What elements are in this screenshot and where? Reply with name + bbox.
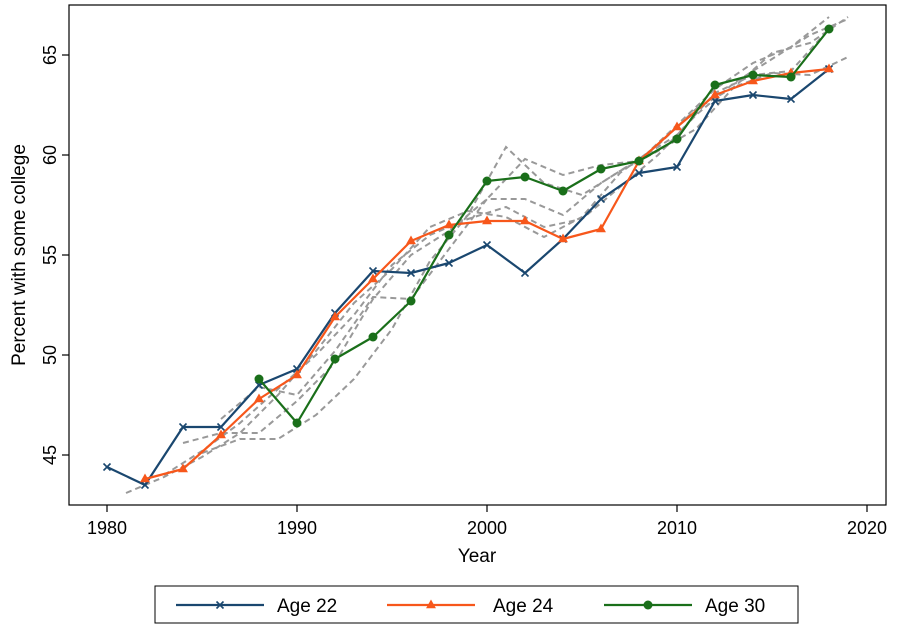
- circle-marker: [406, 296, 416, 306]
- circle-marker: [368, 332, 378, 342]
- circle-marker: [292, 418, 302, 428]
- y-tick-label: 65: [40, 45, 60, 65]
- y-tick-label: 60: [40, 145, 60, 165]
- x-marker: [444, 258, 454, 268]
- x-marker: [368, 266, 378, 276]
- x-marker: [596, 194, 606, 204]
- x-marker: [710, 96, 720, 106]
- x-marker: [406, 268, 416, 278]
- triangle-marker: [216, 429, 226, 439]
- legend-label: Age 24: [493, 596, 554, 617]
- circle-marker: [672, 134, 682, 144]
- triangle-marker: [482, 215, 492, 225]
- x-tick-label: 2000: [467, 518, 507, 538]
- circle-marker: [643, 600, 653, 610]
- triangle-marker: [710, 89, 720, 99]
- x-tick-label: 1980: [87, 518, 127, 538]
- circle-marker: [444, 230, 454, 240]
- background-series-line: [163, 18, 849, 476]
- legend: Age 22 Age 24 Age 30: [154, 585, 799, 624]
- x-marker: [482, 240, 492, 250]
- x-marker: [672, 162, 682, 172]
- x-tick-label: 2010: [657, 518, 697, 538]
- x-marker: [216, 422, 226, 432]
- y-tick-label: 50: [40, 345, 60, 365]
- background-series-line: [220, 28, 830, 420]
- x-marker: [634, 168, 644, 178]
- circle-marker: [786, 72, 796, 82]
- circle-marker: [482, 176, 492, 186]
- triangle-marker: [406, 235, 416, 245]
- circle-marker: [596, 164, 606, 174]
- circle-marker: [520, 172, 530, 182]
- series-line: [258, 28, 830, 425]
- triangle-marker: [368, 273, 378, 283]
- triangle-marker: [824, 63, 834, 73]
- circle-marker: [748, 70, 758, 80]
- y-axis-label: Percent with some college: [9, 144, 30, 366]
- x-marker: [215, 600, 225, 610]
- triangle-marker: [292, 369, 302, 379]
- circle-marker: [634, 156, 644, 166]
- circle-marker: [710, 80, 720, 90]
- x-marker: [520, 268, 530, 278]
- circle-marker: [330, 354, 340, 364]
- triangle-marker: [672, 121, 682, 131]
- triangle-marker: [140, 473, 150, 483]
- x-marker: [140, 480, 150, 490]
- x-tick-label: 2020: [847, 518, 887, 538]
- circle-marker: [558, 186, 568, 196]
- series-line: [106, 68, 830, 487]
- y-axis: 45 50 55 60 65: [40, 45, 69, 465]
- x-marker: [748, 90, 758, 100]
- x-marker: [786, 94, 796, 104]
- x-marker: [102, 462, 112, 472]
- x-marker: [178, 422, 188, 432]
- x-tick-label: 1990: [277, 518, 317, 538]
- y-tick-label: 45: [40, 445, 60, 465]
- triangle-marker: [444, 219, 454, 229]
- triangle-marker: [748, 75, 758, 85]
- series-age-24: [140, 63, 834, 483]
- series-age-30: [254, 24, 834, 428]
- circle-marker: [254, 374, 264, 384]
- triangle-marker: [254, 393, 264, 403]
- legend-label: Age 22: [277, 596, 337, 617]
- y-tick-label: 55: [40, 245, 60, 265]
- legend-label: Age 30: [705, 596, 765, 617]
- circle-marker: [824, 24, 834, 34]
- triangle-marker: [520, 215, 530, 225]
- x-axis-label: Year: [458, 546, 497, 567]
- triangle-marker: [426, 599, 436, 609]
- x-axis: 1980 1990 2000 2010 2020: [87, 505, 887, 538]
- triangle-marker: [330, 311, 340, 321]
- triangle-marker: [178, 463, 188, 473]
- series-group: [102, 24, 834, 490]
- triangle-marker: [596, 223, 606, 233]
- triangle-marker: [558, 233, 568, 243]
- background-series-line: [201, 16, 849, 454]
